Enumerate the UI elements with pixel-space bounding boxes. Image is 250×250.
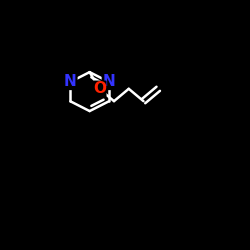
Text: N: N xyxy=(102,74,115,89)
Text: O: O xyxy=(93,81,106,96)
Text: N: N xyxy=(64,74,77,89)
